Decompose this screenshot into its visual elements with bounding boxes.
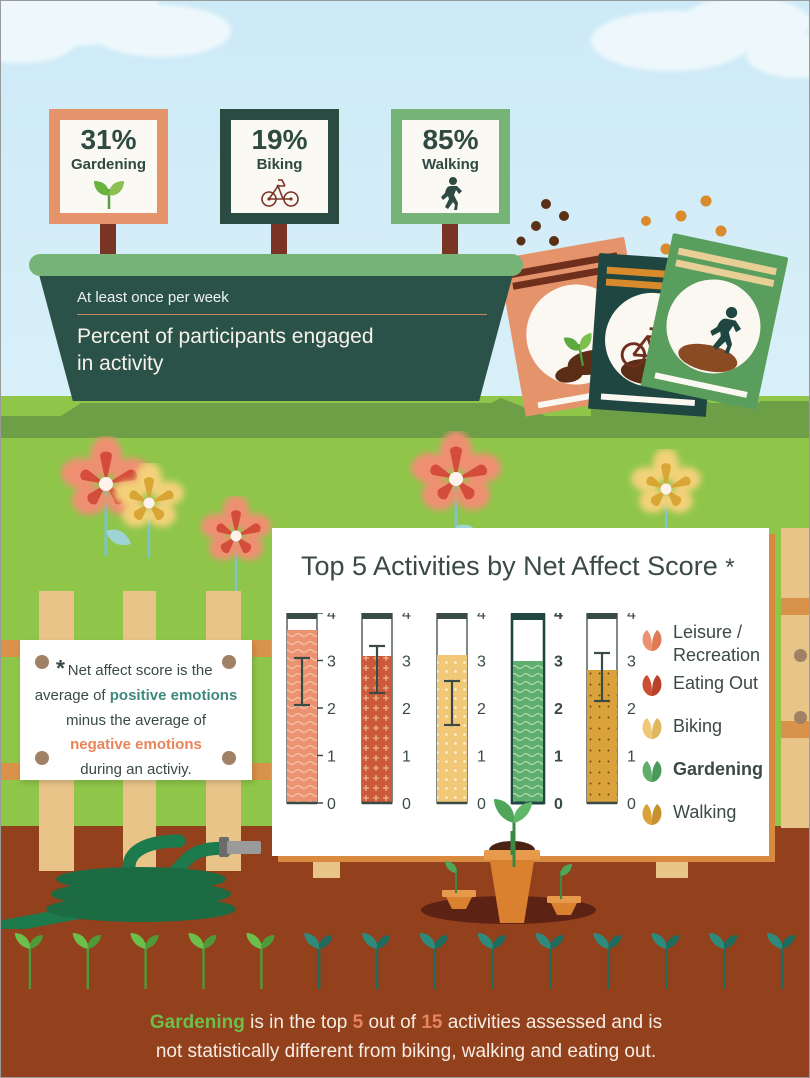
svg-text:0: 0: [554, 796, 563, 813]
svg-text:3: 3: [402, 654, 411, 671]
svg-text:3: 3: [627, 654, 636, 671]
svg-text:0: 0: [627, 796, 636, 813]
svg-text:2: 2: [627, 701, 636, 718]
svg-text:0: 0: [477, 796, 486, 813]
svg-text:1: 1: [477, 749, 486, 766]
svg-text:1: 1: [627, 749, 636, 766]
svg-text:0: 0: [327, 796, 336, 813]
svg-text:3: 3: [327, 654, 336, 671]
svg-text:1: 1: [327, 749, 336, 766]
svg-text:4: 4: [327, 613, 336, 623]
svg-text:2: 2: [402, 701, 411, 718]
svg-text:4: 4: [627, 613, 636, 623]
svg-text:1: 1: [554, 749, 563, 766]
svg-text:2: 2: [554, 701, 563, 718]
svg-text:2: 2: [327, 701, 336, 718]
svg-text:4: 4: [477, 613, 486, 623]
svg-text:3: 3: [554, 654, 563, 671]
svg-text:4: 4: [554, 613, 563, 623]
svg-text:3: 3: [477, 654, 486, 671]
svg-text:4: 4: [402, 613, 411, 623]
svg-text:0: 0: [402, 796, 411, 813]
svg-text:1: 1: [402, 749, 411, 766]
svg-text:2: 2: [477, 701, 486, 718]
